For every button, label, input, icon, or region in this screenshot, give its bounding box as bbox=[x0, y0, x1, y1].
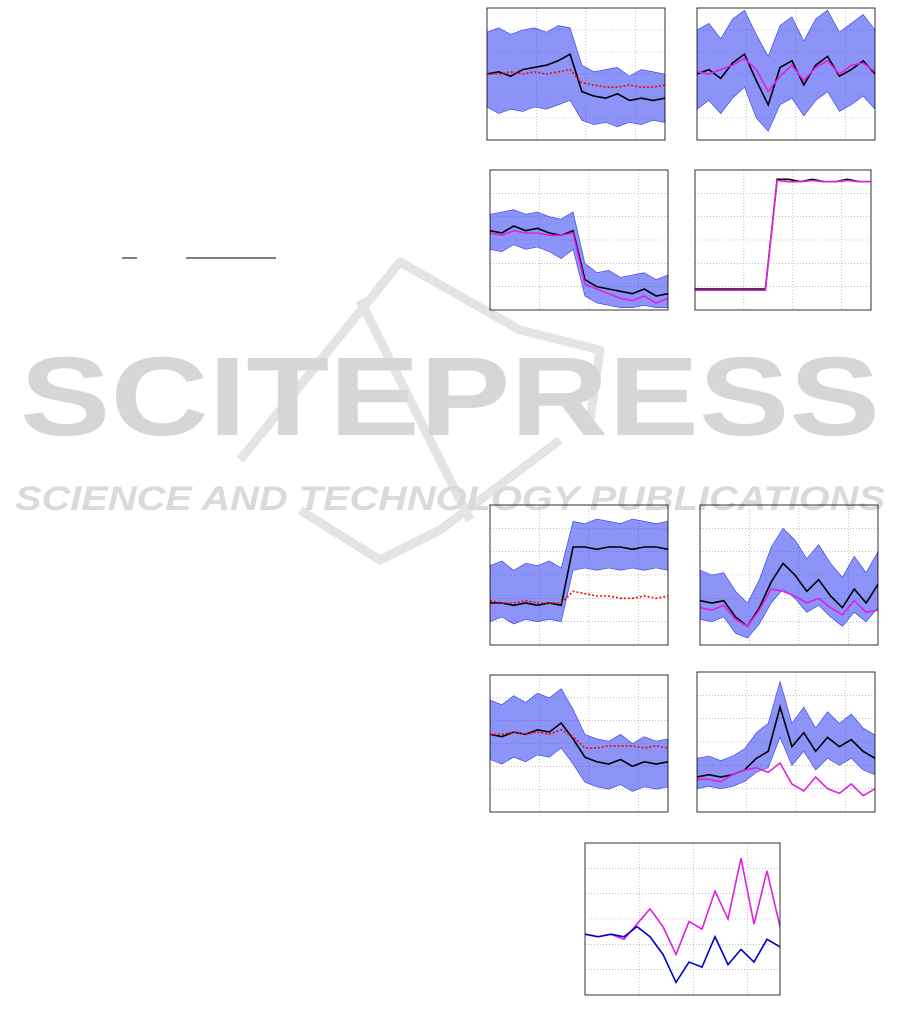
series-line bbox=[695, 178, 871, 290]
spread-band bbox=[697, 680, 875, 789]
plot-frame bbox=[489, 674, 669, 813]
plot bbox=[489, 674, 669, 813]
plot bbox=[489, 169, 669, 311]
plot-area bbox=[487, 25, 665, 128]
plot-frame bbox=[696, 671, 876, 813]
logo-outline bbox=[297, 436, 563, 565]
series-line bbox=[697, 761, 875, 797]
plot-area bbox=[700, 527, 878, 639]
logo-outline bbox=[236, 257, 605, 463]
series-line bbox=[697, 57, 875, 94]
series-line bbox=[490, 229, 668, 304]
series-line bbox=[700, 562, 878, 628]
plot bbox=[699, 504, 879, 646]
plot-frame bbox=[489, 169, 669, 311]
plot-frame bbox=[584, 842, 781, 996]
plot-frame bbox=[694, 169, 872, 311]
plot-area bbox=[490, 688, 668, 792]
series-line bbox=[490, 546, 668, 607]
plot bbox=[584, 842, 781, 996]
plot-frame bbox=[696, 7, 876, 141]
plot-area bbox=[695, 178, 871, 291]
plot bbox=[696, 7, 876, 141]
plot-area bbox=[585, 858, 780, 984]
spread-band bbox=[700, 527, 878, 639]
series-line bbox=[695, 179, 871, 291]
series-line bbox=[700, 588, 878, 628]
spread-band bbox=[490, 688, 668, 792]
plot-frame bbox=[489, 504, 669, 646]
watermark-logo bbox=[236, 257, 605, 565]
plot-area bbox=[697, 680, 875, 797]
plot-area bbox=[697, 9, 875, 132]
series-line bbox=[697, 52, 875, 107]
plot-frame bbox=[699, 504, 879, 646]
spread-band bbox=[490, 518, 668, 625]
plot bbox=[696, 671, 876, 813]
plot bbox=[694, 169, 872, 311]
plot bbox=[486, 7, 666, 141]
logo-outline bbox=[355, 297, 475, 523]
series-line bbox=[697, 704, 875, 778]
series-line bbox=[585, 925, 780, 984]
watermark-subtitle: SCIENCE AND TECHNOLOGY PUBLICATIONS bbox=[15, 480, 885, 518]
series-line bbox=[585, 858, 780, 957]
plot-area bbox=[490, 209, 668, 308]
plot-frame bbox=[486, 7, 666, 141]
watermark-title: SCITEPRESS bbox=[20, 334, 880, 459]
series-line bbox=[487, 68, 665, 88]
series-line bbox=[490, 728, 668, 749]
plot bbox=[489, 504, 669, 646]
plot-area bbox=[490, 518, 668, 625]
